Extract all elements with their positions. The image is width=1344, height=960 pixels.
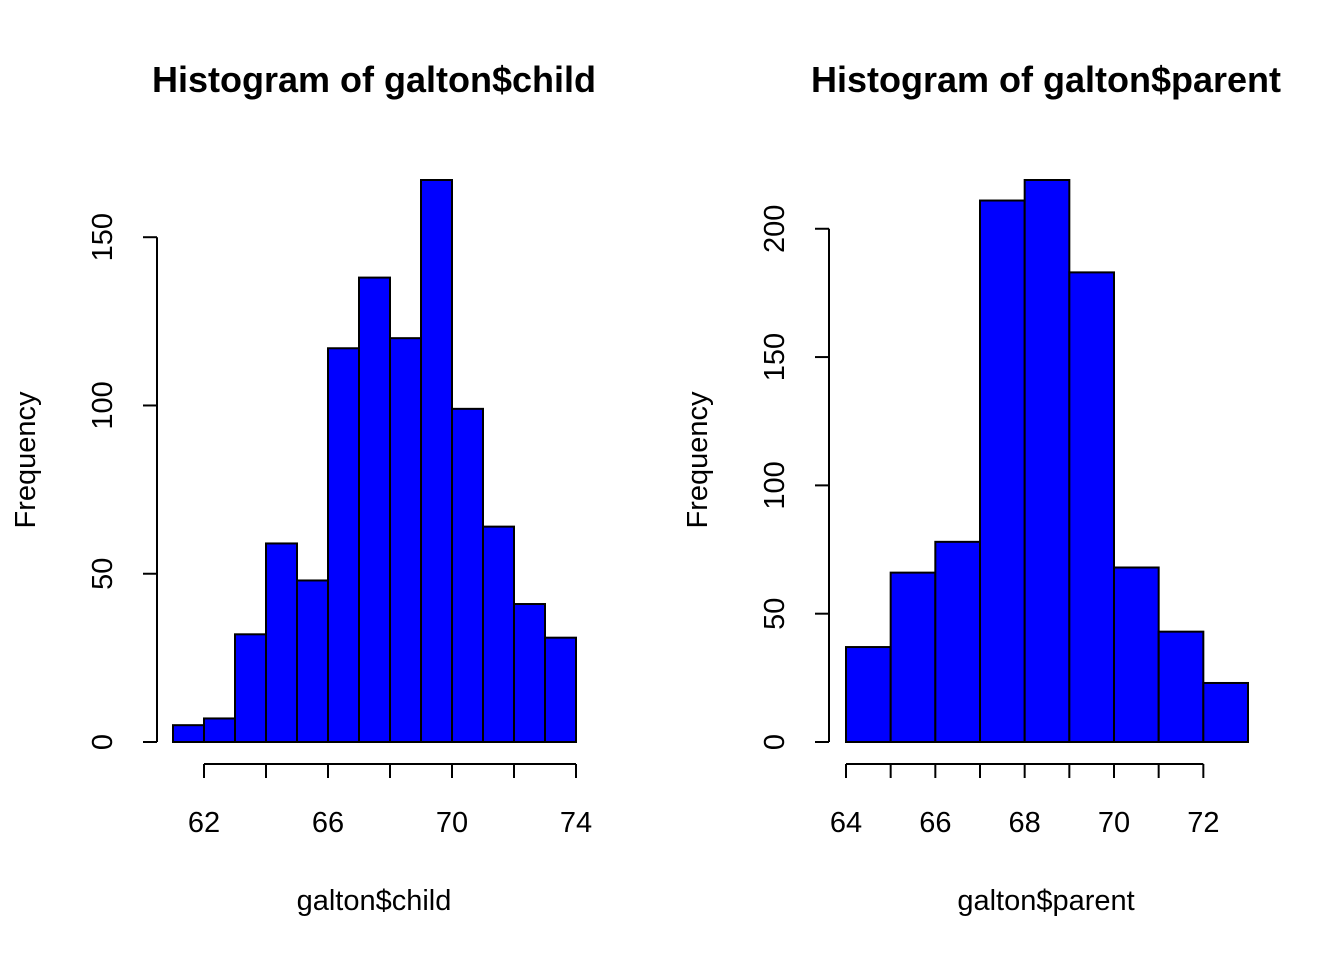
histogram-bar (544, 636, 577, 743)
histogram-bar (327, 347, 360, 743)
y-tick-label: 100 (759, 461, 791, 509)
y-tick-label: 0 (87, 734, 119, 750)
x-tick-label: 74 (560, 807, 592, 839)
y-tick-label: 200 (759, 205, 791, 253)
histogram-bar (1202, 681, 1250, 744)
child-histogram-panel: Histogram of galton$child galton$child F… (10, 59, 596, 917)
x-axis: 62 66 70 74 (188, 763, 592, 839)
y-axis-label: Frequency (682, 391, 714, 529)
y-tick-label: 50 (759, 598, 791, 630)
x-tick-label: 64 (830, 807, 862, 839)
histogram-bar (451, 407, 484, 743)
histogram-bar (513, 603, 546, 743)
histogram-bar (296, 579, 329, 743)
y-tick-label: 100 (87, 381, 119, 429)
x-tick-label: 70 (436, 807, 468, 839)
histogram-bar (979, 199, 1026, 744)
histogram-bar (203, 717, 236, 744)
bars (845, 179, 1250, 744)
x-axis-label: galton$child (297, 885, 452, 917)
histogram-bar (845, 646, 892, 743)
parent-histogram-panel: Histogram of galton$parent galton$parent… (682, 59, 1281, 917)
histogram-bar (1113, 566, 1160, 744)
y-tick-label: 150 (759, 333, 791, 381)
histogram-bar (420, 179, 453, 743)
y-tick-label: 0 (759, 734, 791, 750)
histogram-bar (889, 571, 937, 743)
x-tick-label: 70 (1098, 807, 1130, 839)
chart-title: Histogram of galton$parent (811, 59, 1281, 100)
histogram-bar (934, 540, 981, 744)
y-tick-label: 50 (87, 558, 119, 590)
histogram-bar (234, 633, 267, 744)
y-axis-label: Frequency (10, 391, 42, 529)
x-tick-label: 72 (1187, 807, 1219, 839)
histogram-bar (1157, 630, 1205, 743)
x-tick-label: 62 (188, 807, 220, 839)
x-tick-label: 66 (312, 807, 344, 839)
y-axis: 0 50 100 150 200 (759, 205, 830, 750)
histogram-bar (482, 525, 515, 743)
histogram-bar (265, 542, 298, 743)
x-axis-label: galton$parent (957, 885, 1134, 917)
y-tick-label: 150 (87, 213, 119, 261)
histogram-bar (389, 337, 422, 743)
x-tick-label: 68 (1009, 807, 1041, 839)
y-axis: 0 50 100 150 (87, 213, 158, 750)
x-tick-label: 66 (919, 807, 951, 839)
x-axis: 64 66 68 70 72 (830, 763, 1219, 839)
histogram-bar (1068, 271, 1116, 743)
histogram-bar (1023, 179, 1071, 743)
histogram-bar (358, 276, 391, 743)
chart-title: Histogram of galton$child (152, 59, 596, 100)
histogram-bar (172, 724, 205, 743)
bars (172, 179, 577, 744)
